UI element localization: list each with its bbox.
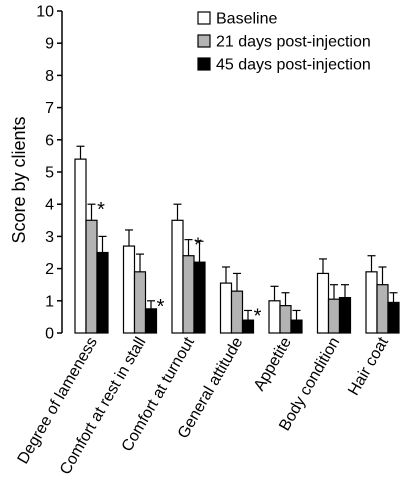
bar (171, 219, 184, 334)
bar (85, 219, 98, 334)
legend: Baseline 21 days post-injection 45 days po… (197, 11, 371, 74)
axes: 0 1 2 3 4 5 6 7 8 9 10 (36, 4, 63, 343)
y-tick-label: 10 (36, 4, 54, 21)
bar (96, 251, 109, 334)
bar (376, 284, 389, 334)
legend-label: 45 days post-injection (216, 57, 371, 74)
bar (193, 261, 206, 334)
bar (74, 158, 87, 334)
legend-swatch (197, 11, 211, 25)
y-axis-title: Score by clients (9, 116, 29, 243)
significance-star: * (97, 199, 105, 221)
bar (122, 245, 136, 334)
bar (241, 319, 255, 334)
significance-star: * (254, 305, 262, 327)
y-tick-label: 5 (45, 165, 54, 182)
bar (144, 308, 158, 334)
bar (365, 271, 378, 334)
bar (219, 282, 233, 334)
significance-star: * (194, 235, 202, 257)
legend-label: Baseline (216, 11, 277, 28)
bar (268, 300, 281, 334)
y-tick-label: 4 (45, 197, 54, 214)
bar (182, 255, 195, 334)
y-tick-label: 2 (45, 261, 54, 278)
y-tick-label: 3 (45, 229, 54, 246)
category-label: Comfort at rest in stall (57, 335, 150, 478)
bar (316, 272, 330, 334)
legend-swatch (197, 57, 211, 71)
significance-star: * (157, 296, 165, 318)
bar (290, 319, 303, 334)
y-tick-label: 6 (45, 132, 54, 149)
bar (133, 271, 147, 334)
bar (387, 301, 400, 334)
y-tick-label: 8 (45, 68, 54, 85)
bar (327, 298, 341, 334)
y-tick-label: 0 (45, 326, 54, 343)
legend-label: 21 days post-injection (216, 34, 371, 51)
category-label: Hair coat (345, 334, 392, 398)
category-label: Appetite (251, 334, 295, 393)
legend-swatch (197, 34, 211, 48)
bar (279, 305, 292, 334)
y-tick-label: 9 (45, 36, 54, 53)
bars (74, 145, 400, 334)
y-tick-label: 7 (45, 100, 54, 117)
bar (338, 296, 352, 334)
bar (230, 290, 244, 334)
y-tick-label: 1 (45, 293, 54, 310)
